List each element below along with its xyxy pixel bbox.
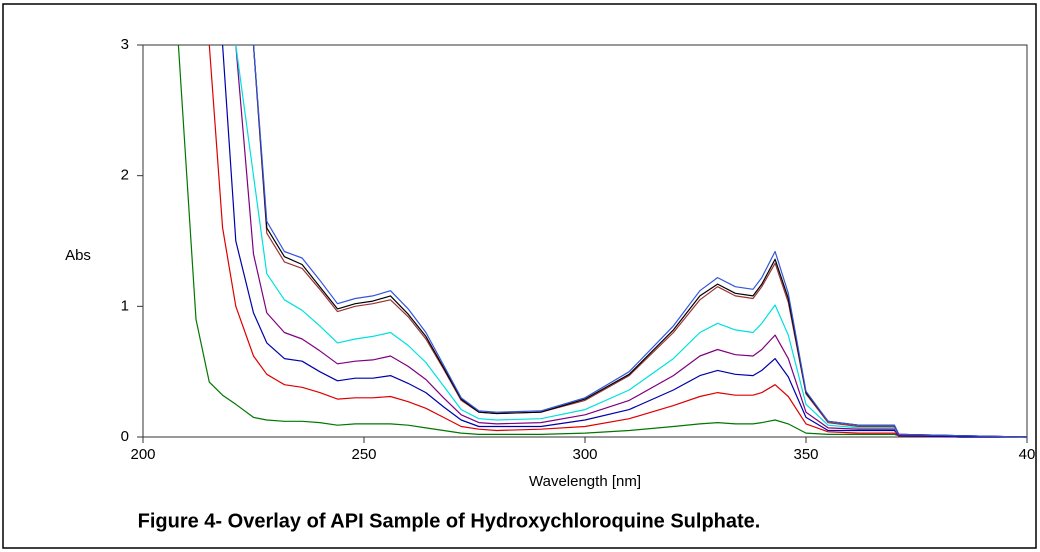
y-tick-label: 2 xyxy=(121,167,129,184)
y-tick-label: 0 xyxy=(121,428,129,445)
y-axis-label: Abs xyxy=(65,247,91,264)
x-axis-label: Wavelength [nm] xyxy=(529,473,641,490)
x-tick-label: 300 xyxy=(572,446,597,463)
series-line xyxy=(208,44,1027,438)
x-tick-label: 40 xyxy=(1019,446,1036,463)
series-line xyxy=(252,44,1028,438)
series-line xyxy=(235,44,1028,438)
y-tick-label: 1 xyxy=(121,297,129,314)
x-tick-label: 250 xyxy=(351,446,376,463)
x-tick-label: 350 xyxy=(793,446,818,463)
figure-border xyxy=(2,3,1037,549)
plot-frame xyxy=(142,44,1028,438)
series-line xyxy=(222,44,1027,438)
series-line xyxy=(235,44,1028,438)
x-tick-label: 200 xyxy=(130,446,155,463)
series-line xyxy=(252,44,1028,438)
series-line xyxy=(177,44,1027,438)
y-tick-label: 3 xyxy=(121,36,129,53)
caption: Figure 4- Overlay of API Sample of Hydro… xyxy=(138,510,761,532)
